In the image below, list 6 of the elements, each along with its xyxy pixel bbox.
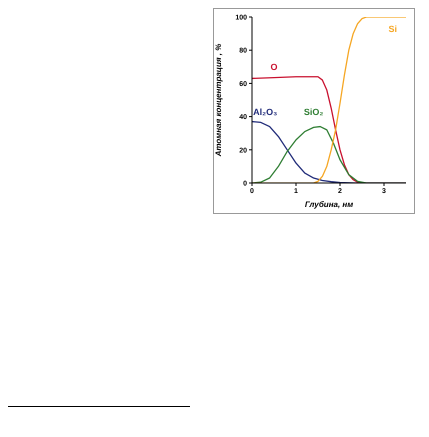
series-label: Al₂O₃ [253,106,278,117]
series-label: Si [388,24,398,34]
series-label: SiO₂ [304,106,324,117]
series-label: O [270,62,278,72]
x-axis-title: Глубина, нм [304,200,354,209]
y-axis-title: Атомная концентрация , % [214,44,223,158]
